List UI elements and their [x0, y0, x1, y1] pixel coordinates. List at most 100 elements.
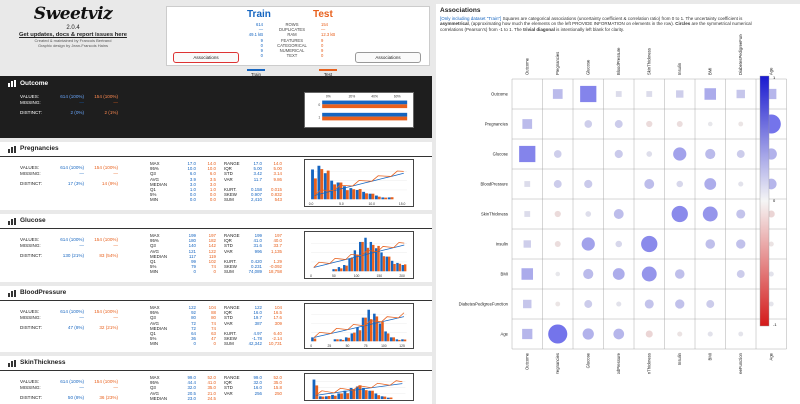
assoc-square [523, 299, 532, 309]
assoc-circle [736, 239, 746, 249]
bar-test [352, 389, 356, 400]
assoc-circle [613, 328, 625, 340]
bar-test [352, 189, 356, 200]
bar-test [326, 170, 330, 200]
missing-label: MISSING: [20, 99, 41, 105]
summary-row: 9 NUMERICAL 9 [260, 48, 324, 54]
assoc-square [736, 89, 745, 99]
bar-train [337, 393, 341, 400]
legend-test-label: Test [323, 72, 333, 77]
report-header: Sweetviz 2.0.4 Get updates, docs & repor… [0, 0, 432, 82]
assoc-square [522, 328, 533, 340]
bar-test [382, 256, 386, 272]
bar-test [377, 395, 381, 400]
assoc-circle [641, 266, 657, 282]
tick-label: 0 [310, 344, 312, 348]
summary-row: 614 ROWS 154 [256, 22, 328, 27]
assoc-circle [768, 241, 774, 247]
assoc-circle [646, 120, 653, 128]
bar-test [336, 339, 339, 342]
bar-train [311, 337, 314, 342]
bar-test [334, 269, 338, 272]
bar-test [364, 390, 368, 400]
bar-test [372, 244, 375, 272]
col-label-top: Age [768, 67, 773, 75]
col-label-top: Pregnancies [555, 52, 560, 75]
tick-label: 100 [381, 344, 387, 348]
bar-test [313, 178, 317, 200]
assoc-circle [707, 121, 713, 127]
feature-pregnancies[interactable]: Pregnancies VALUES: 614 (100%) 154 (100%) … [0, 142, 432, 210]
associations-button-train[interactable]: Associations [173, 52, 239, 63]
tick-3: 60% [394, 95, 401, 99]
feature-name: Glucose [20, 217, 46, 224]
assoc-circle [555, 301, 561, 307]
row-label: SkinThickness [481, 212, 508, 217]
feature-skinthickness[interactable]: SkinThickness VALUES: 614 (100%) 154 (100%… [0, 356, 432, 404]
bar-train [374, 248, 378, 272]
bar-train [330, 180, 334, 200]
bar-test [390, 197, 394, 200]
associations-description: [Only including dataset "Train"] Squares… [440, 16, 752, 32]
bar-train [356, 327, 359, 342]
col-label-bottom: BloodPressure [616, 352, 621, 374]
bar-test [340, 393, 343, 400]
bar-test [371, 390, 374, 400]
bar-test [375, 316, 379, 342]
bar-train [369, 241, 373, 272]
row-label: Insulin [496, 242, 509, 247]
bar-test [333, 395, 337, 400]
associations-button-test[interactable]: Associations [355, 52, 421, 63]
version-label: 2.0.4 [66, 25, 80, 31]
bar-train [337, 267, 341, 272]
assoc-circle [674, 269, 685, 279]
updates-link[interactable]: Get updates, docs & report issues here [19, 32, 127, 38]
feature-stats: VALUES: 614 (100%) 154 (100%) MISSING: — — D… [20, 237, 118, 259]
assoc-circle [554, 241, 561, 247]
assoc-circle [583, 268, 594, 280]
bar-train [389, 337, 393, 342]
row-label: BloodPressure [481, 182, 509, 187]
distinct-train: 2 (0%) [70, 110, 84, 116]
bar-train [367, 309, 370, 342]
bar-test [403, 339, 407, 342]
bar-train [362, 191, 366, 200]
quantile-table: MAX 122 104 RANGE 122 104 95% 92 88 IQR 16.0 16.5 Q3… [150, 305, 282, 347]
assoc-circle [706, 300, 715, 308]
bar-test [398, 263, 402, 272]
bar-train [386, 397, 390, 400]
bar-train [343, 265, 346, 272]
feature-bloodpressure[interactable]: BloodPressure VALUES: 614 (100%) 154 (100%… [0, 286, 432, 352]
assoc-circle [677, 331, 683, 337]
bar-test [341, 339, 345, 342]
col-label-top: DiabetesPedigreeFunction [738, 34, 743, 75]
assoc-circle [554, 210, 561, 218]
bar-test [388, 256, 391, 272]
line-test [314, 170, 404, 196]
bar-test [393, 263, 396, 272]
bar-test [345, 265, 348, 272]
assoc-square [524, 211, 531, 217]
bar-train [374, 195, 378, 200]
assoc-circle [553, 180, 562, 188]
bar-chart-icon [8, 146, 16, 153]
tick-label: 5.0 [339, 202, 344, 206]
bar-test [366, 247, 370, 272]
missing-train: — [79, 99, 84, 105]
bar-test [371, 193, 375, 200]
assoc-circle [705, 239, 716, 249]
assoc-circle [736, 270, 745, 278]
assoc-square [552, 89, 563, 99]
bar-test [340, 268, 343, 272]
bar-test [377, 245, 380, 272]
line-train [314, 172, 404, 196]
tick-label: 75 [364, 344, 368, 348]
bar-test [377, 196, 381, 200]
assoc-square [580, 85, 597, 103]
feature-glucose[interactable]: Glucose VALUES: 614 (100%) 154 (100%) MISS… [0, 214, 432, 282]
assoc-circle [675, 299, 685, 309]
assoc-circle [641, 235, 658, 253]
distinct-label: DISTINCT: [20, 110, 42, 116]
feature-outcome[interactable]: Outcome VALUES: 614 (100%) 154 (100%) MISS… [0, 76, 432, 138]
missing-test: — [113, 99, 118, 105]
